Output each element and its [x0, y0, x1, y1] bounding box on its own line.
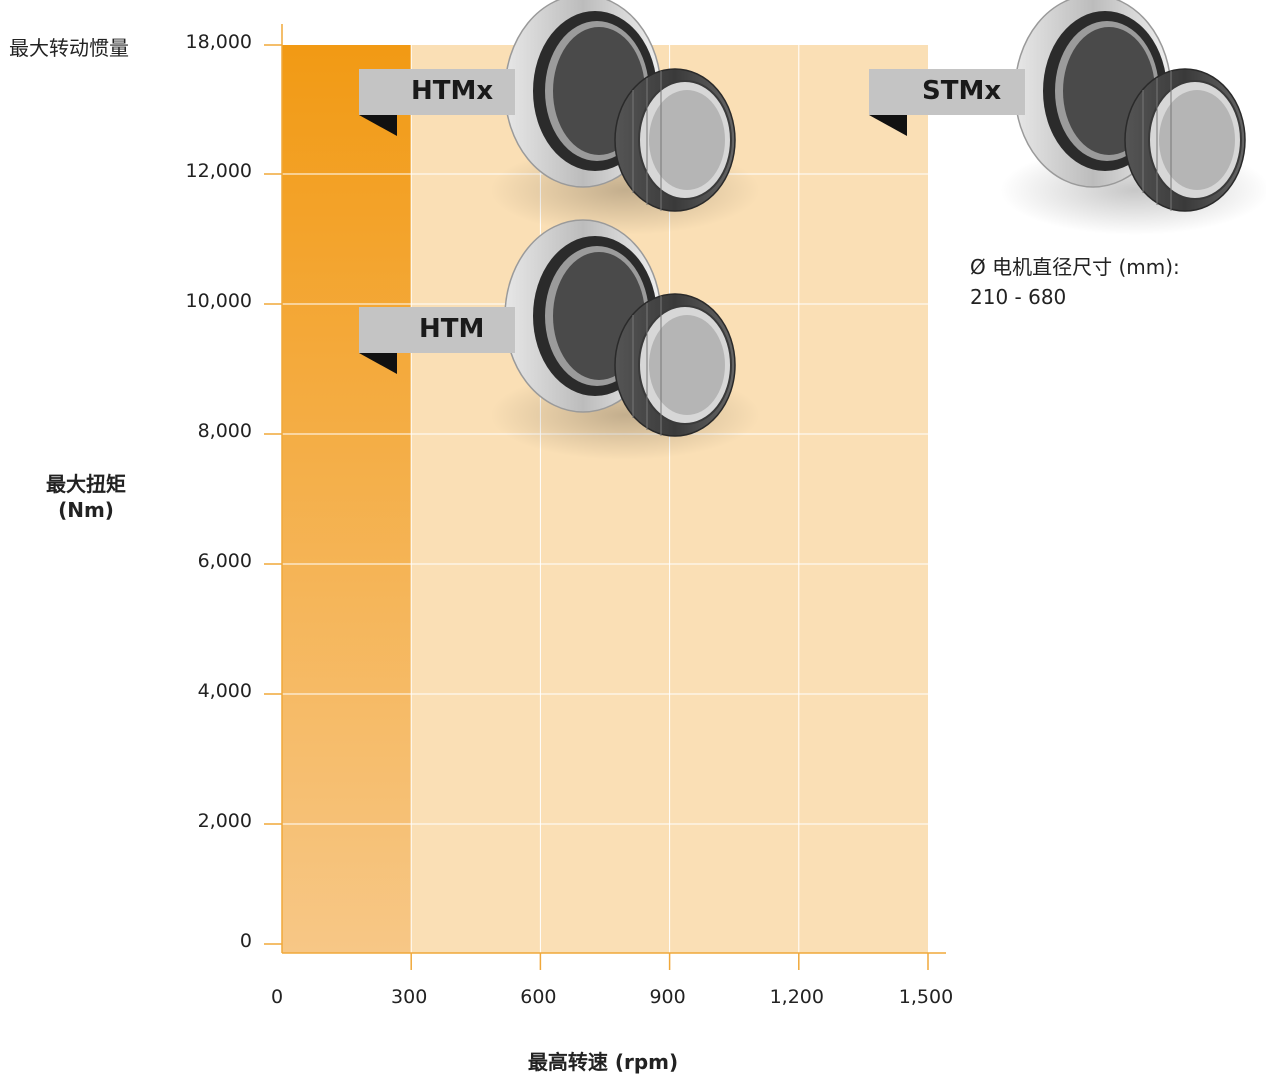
region-low-speed — [282, 45, 412, 953]
x-tick-label: 1,500 — [898, 986, 954, 1008]
y-tick-label: 6,000 — [197, 550, 252, 572]
diameter-note: Ø 电机直径尺寸 (mm): 210 - 680 — [970, 252, 1260, 312]
x-tick-label: 900 — [649, 986, 686, 1008]
y-tick-label: 0 — [239, 930, 252, 952]
series-label-stmx: STMx — [922, 76, 1002, 106]
y-tick-label: 4,000 — [197, 680, 252, 702]
htmx-motor-image — [489, 0, 761, 236]
tag-stmx — [869, 69, 1025, 136]
y-tick-label: 8,000 — [197, 420, 252, 442]
x-tick-label: 1,200 — [769, 986, 824, 1008]
x-tick-label: 600 — [520, 986, 557, 1008]
x-axis-label: 最高转速 (rpm) — [527, 1050, 679, 1074]
diameter-note-line1: Ø 电机直径尺寸 (mm): — [970, 255, 1180, 279]
y-tick-label: 18,000 — [185, 31, 252, 53]
diameter-note-line2: 210 - 680 — [970, 285, 1067, 309]
stmx-motor-image — [999, 0, 1266, 236]
series-label-htmx: HTMx — [411, 76, 494, 106]
tag-htmx — [359, 69, 515, 136]
series-label-htm: HTM — [419, 314, 485, 344]
y-tick-label: 10,000 — [185, 290, 252, 312]
tag-htm — [359, 307, 515, 374]
y-axis-label-line2: (Nm) — [58, 498, 114, 522]
x-tick-label: 0 — [270, 986, 284, 1008]
y-tick-label: 2,000 — [197, 810, 252, 832]
y-axis-label-line1: 最大扭矩 — [46, 472, 126, 496]
y-axis-label: 最大扭矩 (Nm) — [6, 471, 166, 523]
x-tick-label: 300 — [391, 986, 428, 1008]
y-tick-label: 12,000 — [185, 160, 252, 182]
y-top-tick-note: 最大转动惯量 — [9, 36, 129, 60]
